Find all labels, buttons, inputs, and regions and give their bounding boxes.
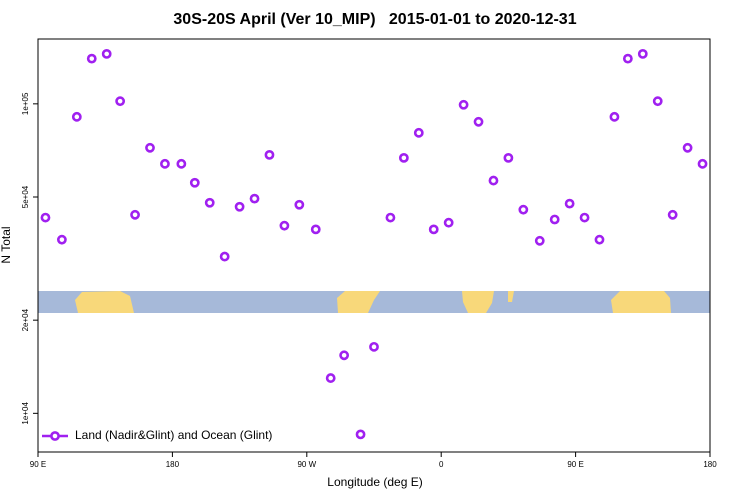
data-point [458,99,469,110]
data-point [204,197,215,208]
data-point [534,235,545,246]
data-point [594,234,605,245]
x-tick-label: 0 [439,460,444,469]
data-point [249,193,260,204]
data-point [279,220,290,231]
plot-frame [37,38,711,453]
legend-marker [50,431,60,441]
data-point [652,96,663,107]
data-point [697,158,708,169]
data-point [355,429,366,440]
data-point [488,175,499,186]
x-axis-label: Longitude (deg E) [327,475,422,489]
data-point [443,217,454,228]
data-point [622,53,633,64]
ocean-strip [38,291,710,313]
legend-label: Land (Nadir&Glint) and Ocean (Glint) [75,428,272,442]
data-point [637,49,648,59]
data-point [310,224,321,235]
data-point [219,251,230,262]
x-tick-label: 90 E [30,460,46,469]
data-point [234,201,245,212]
data-point [609,111,620,122]
data-point [503,152,514,163]
data-point [160,158,170,169]
data-point [115,96,126,107]
data-point [264,149,275,160]
data-point [564,198,575,209]
data-point [101,49,112,59]
y-axis-label: N Total [0,226,13,263]
data-point [667,209,678,220]
y-tick-label: 2e+04 [21,308,30,331]
y-tick-label: 1e+04 [21,402,30,425]
land-shape [462,291,494,313]
data-point [682,142,693,153]
x-tick-label: 90 E [567,460,583,469]
x-tick-label: 180 [703,460,717,469]
data-point [518,204,529,215]
data-point [473,116,484,127]
chart-title: 30S-20S April (Ver 10_MIP) 2015-01-01 to… [173,11,576,28]
land-shape [611,291,671,313]
data-point [398,152,409,163]
data-point [86,53,97,64]
data-point [145,142,155,153]
data-point [130,209,140,220]
data-point [176,158,187,169]
x-tick-label: 90 W [297,460,316,469]
y-tick-label: 1e+05 [21,92,30,115]
data-point [294,199,305,210]
data-point [325,373,336,383]
data-point [56,234,67,245]
land-shape [75,291,134,313]
data-point [385,212,396,223]
data-point [413,127,424,138]
data-point [579,212,590,223]
x-tick-label: 180 [166,460,180,469]
y-tick-label: 5e+04 [21,185,30,208]
data-point [428,224,439,235]
data-point [549,214,560,225]
data-point [71,111,82,122]
land-shape [337,291,380,313]
data-point [369,341,379,352]
map-strip [38,291,710,313]
data-point [40,212,51,223]
data-point [189,177,200,188]
land-shape [508,291,514,302]
data-point [339,350,350,361]
